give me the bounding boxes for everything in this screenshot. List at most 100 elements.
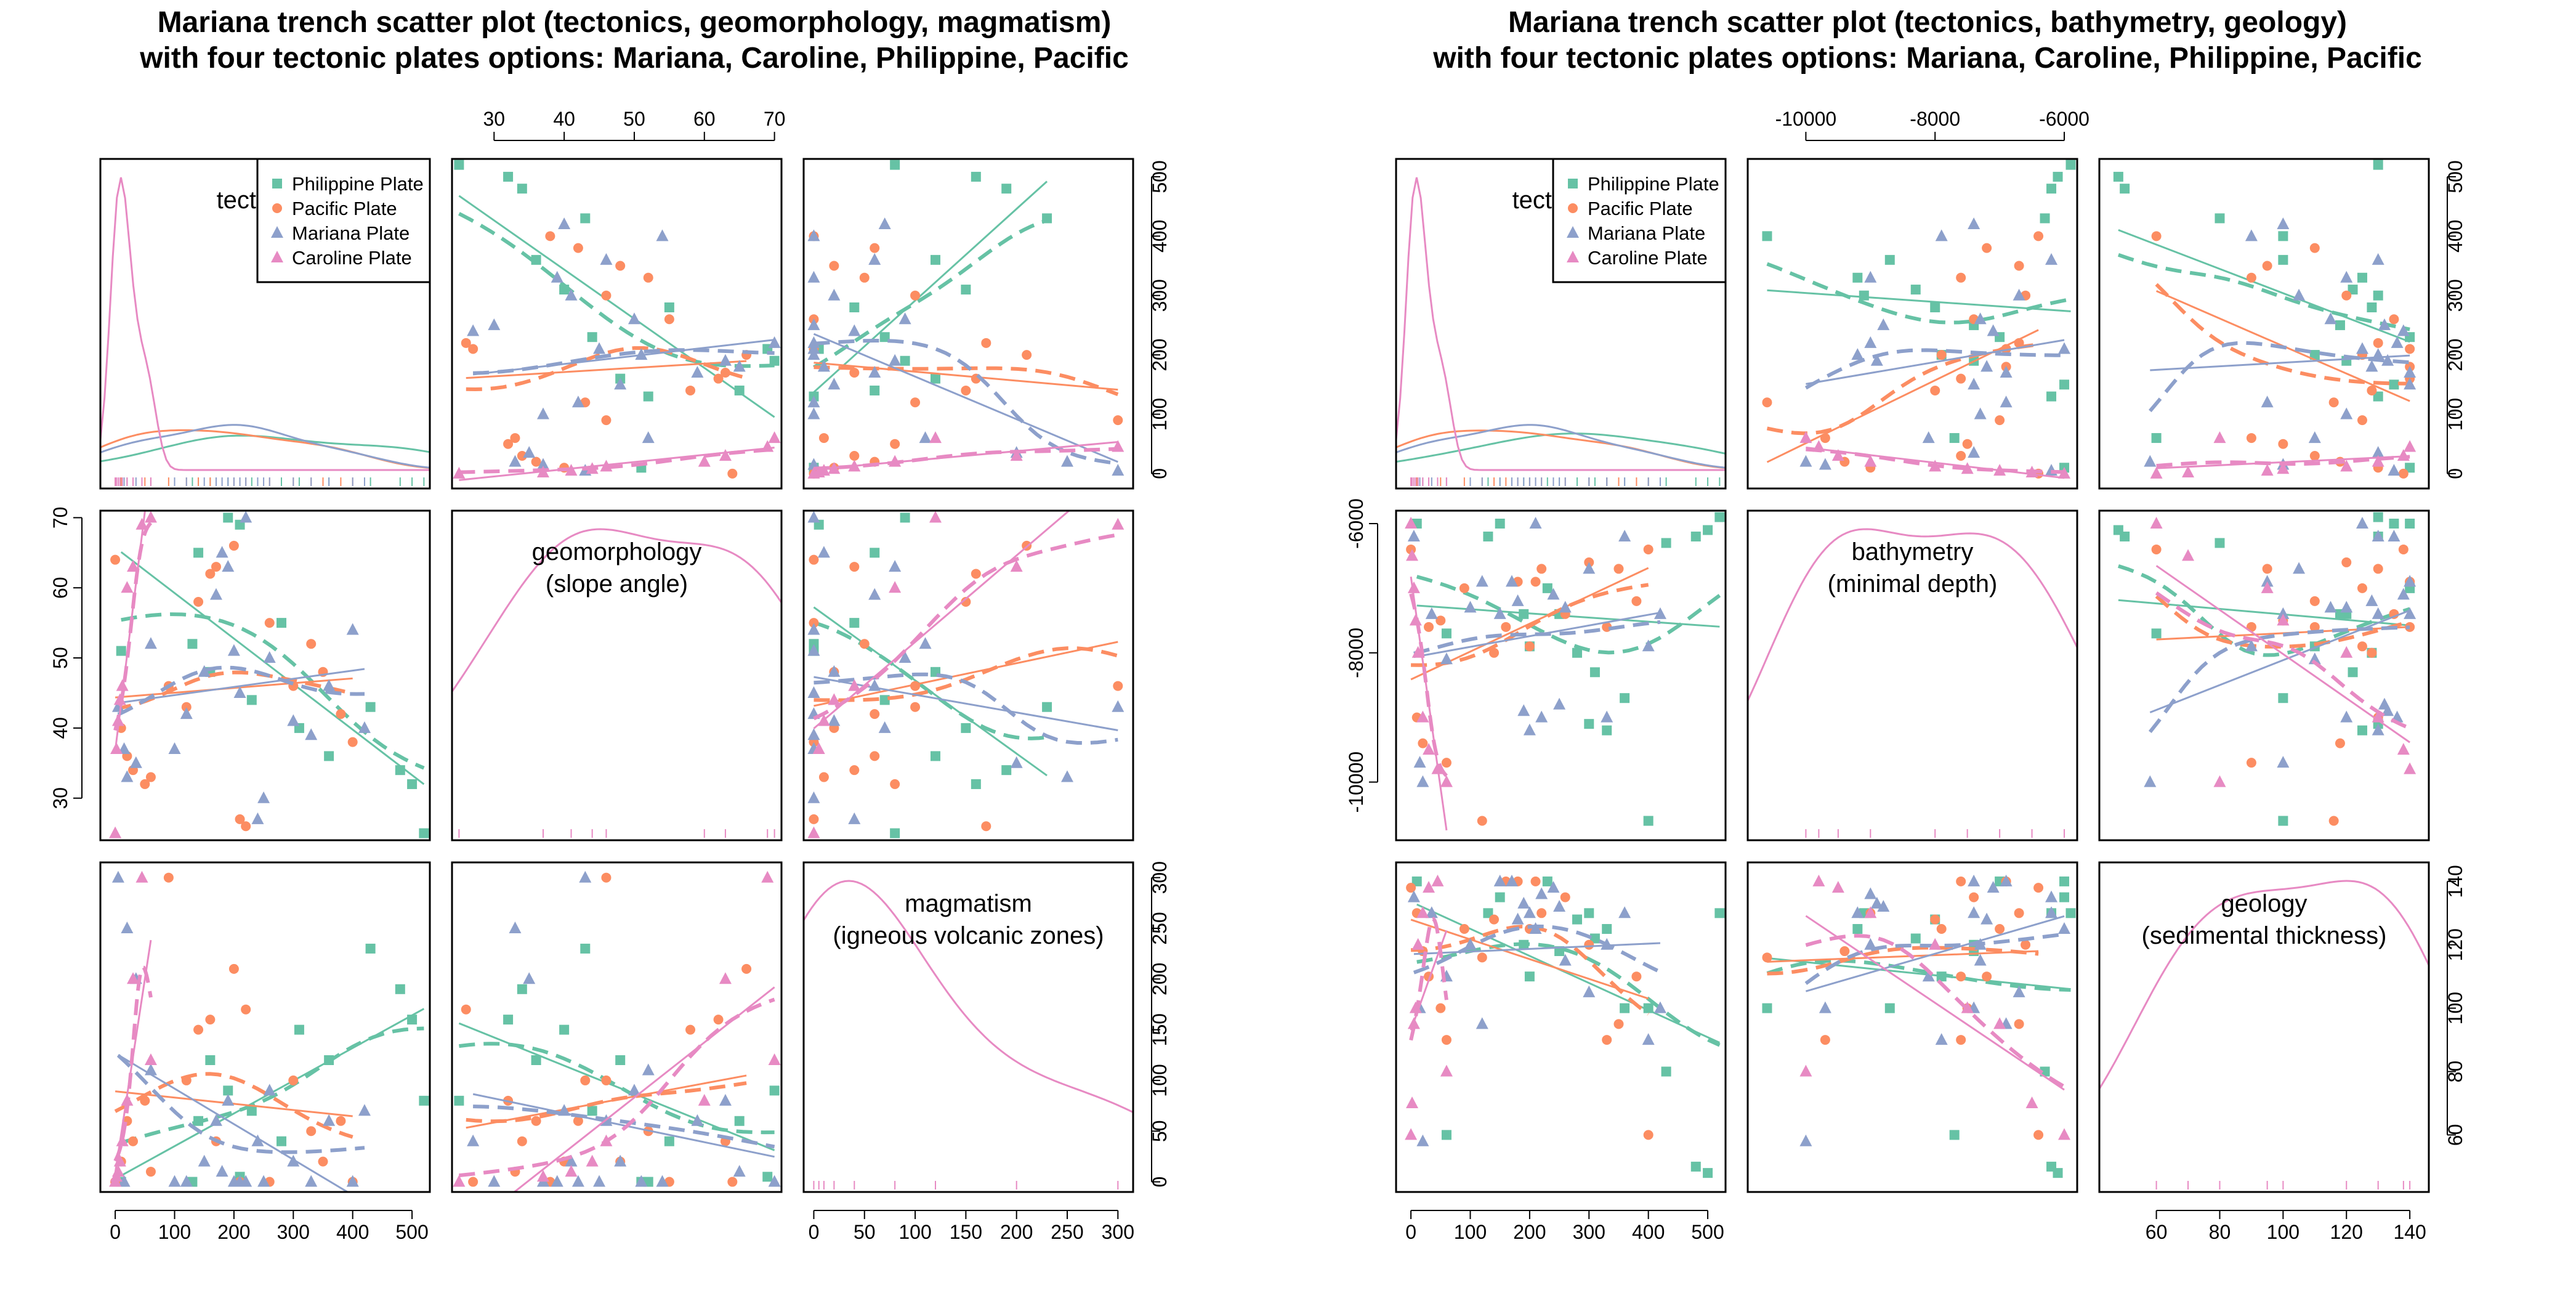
data-point [807, 270, 820, 283]
data-point [1405, 1128, 1418, 1140]
data-point [2151, 628, 2162, 639]
data-point [919, 637, 932, 649]
panel-frame [802, 861, 1134, 1193]
tick-label: 100 [1454, 1221, 1487, 1243]
data-point [1425, 906, 1438, 918]
data-point [2278, 439, 2288, 449]
variable-sublabel: (minimal depth) [1828, 570, 1998, 598]
legend-label: Philippine Plate [292, 173, 424, 195]
data-point [807, 407, 820, 420]
data-point [1968, 874, 1980, 886]
data-point [1511, 912, 1524, 925]
data-point [807, 623, 820, 635]
data-point [2308, 652, 2321, 665]
data-point [565, 288, 578, 301]
data-point [1982, 243, 1992, 253]
data-point [1435, 615, 1446, 626]
data-point [1583, 562, 1596, 574]
regression-line [512, 986, 775, 1192]
data-point [1441, 758, 1452, 768]
smooth-line [2117, 564, 2411, 657]
tick-label: 300 [1149, 861, 1171, 894]
data-point [1524, 971, 1535, 982]
data-point [205, 1015, 216, 1025]
data-point [2046, 184, 2057, 194]
data-point [762, 1172, 773, 1182]
tick-label: 300 [277, 1221, 310, 1243]
data-point [2391, 336, 2404, 348]
data-point [878, 217, 891, 230]
data-point [1459, 583, 1469, 593]
data-point [870, 243, 880, 253]
data-point [1831, 448, 1844, 461]
data-point [2397, 324, 2410, 336]
data-point [2309, 596, 2320, 606]
regression-line [2118, 599, 2410, 626]
tick-label: 50 [854, 1221, 876, 1243]
data-point [2328, 397, 2339, 408]
tick-label: 300 [1573, 1221, 1605, 1243]
panel-1-0-1 [1746, 158, 2078, 490]
data-point [1584, 939, 1594, 950]
regression-line [472, 1093, 775, 1158]
data-point [1864, 455, 1877, 467]
data-point [719, 448, 732, 461]
data-point [1405, 516, 1418, 529]
data-point [2367, 647, 2377, 658]
data-point [1643, 816, 1653, 826]
data-point [713, 373, 724, 384]
smooth-line [113, 965, 153, 1162]
data-point [1995, 415, 2005, 426]
data-point [733, 1165, 746, 1177]
data-point [1476, 1017, 1488, 1029]
data-point [1495, 518, 1505, 529]
data-point [2277, 217, 2290, 230]
data-point [2404, 366, 2417, 378]
data-point [635, 1175, 648, 1187]
data-point [1440, 652, 1453, 665]
data-point [277, 618, 287, 628]
data-point [1542, 583, 1552, 593]
data-point [931, 254, 940, 265]
variable-label: bathymetry [1852, 538, 1974, 565]
data-point [2367, 302, 2377, 312]
data-point [509, 922, 522, 933]
data-point [306, 1126, 317, 1137]
data-point [121, 922, 134, 933]
data-point [2373, 160, 2383, 170]
data-point [1631, 971, 1642, 982]
legend-label: Mariana Plate [292, 222, 410, 244]
data-point [305, 728, 318, 740]
regression-line [118, 668, 365, 704]
data-point [209, 1114, 222, 1126]
data-point [144, 1053, 157, 1065]
data-point [2182, 549, 2195, 561]
legend: Philippine Plate Pacific Plate Mariana Pla… [1552, 158, 1727, 283]
data-point [587, 332, 597, 343]
data-point [198, 1154, 211, 1167]
data-point [1762, 1003, 1772, 1013]
data-point [187, 639, 198, 649]
data-point [2278, 816, 2288, 826]
data-point [1425, 607, 1438, 619]
data-point [121, 770, 134, 782]
data-point [395, 984, 405, 994]
smooth-line [473, 348, 775, 375]
data-point [807, 791, 820, 803]
data-point [306, 639, 317, 649]
data-point [807, 511, 820, 523]
data-point [2348, 285, 2358, 295]
regression-line [115, 1090, 353, 1117]
data-point [1440, 775, 1453, 787]
data-point [228, 963, 239, 974]
data-point [110, 554, 121, 565]
data-point [1535, 887, 1548, 899]
data-point [1010, 560, 1023, 572]
smooth-line [2156, 455, 2410, 468]
regression-line [1410, 918, 1649, 1000]
data-point [2373, 564, 2383, 574]
smooth-line [2149, 341, 2410, 413]
data-point [1690, 531, 1701, 541]
data-point [691, 1114, 704, 1126]
tick-label: 70 [49, 507, 71, 529]
